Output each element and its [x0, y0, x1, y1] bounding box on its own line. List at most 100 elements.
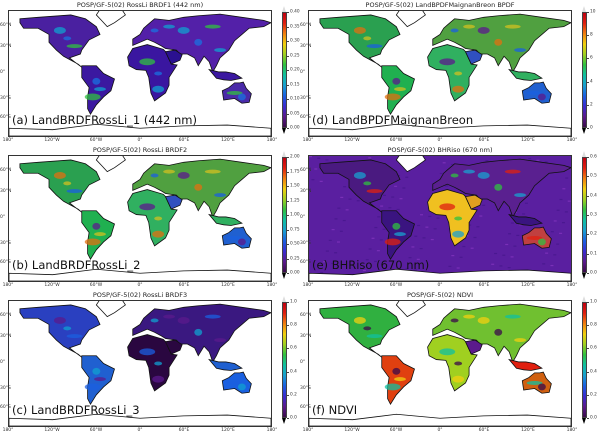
- ocean-speckle: [319, 180, 323, 182]
- lon-label: 180°: [2, 428, 14, 433]
- ocean-speckle: [450, 163, 454, 166]
- lon-label: 60°E: [178, 428, 190, 433]
- ocean-speckle: [524, 202, 528, 204]
- continent-arabia: [164, 339, 183, 355]
- ocean-speckle: [314, 168, 318, 170]
- lon-label: 0°: [437, 138, 443, 143]
- land-texture: [394, 377, 406, 382]
- colorbar-tick-label: 2: [590, 102, 593, 108]
- continent-arabia: [464, 194, 483, 210]
- land-texture: [353, 172, 366, 179]
- colorbar-tick-label: 0.40: [290, 9, 300, 15]
- colorbar-tick-label: 0.0: [590, 415, 597, 421]
- panel-title: POSP/GF-5(02) RossLi BRDF1 (442 nm): [76, 1, 204, 9]
- lon-label: 60°W: [389, 428, 403, 433]
- ocean-speckle: [345, 209, 349, 211]
- land-texture: [504, 314, 521, 319]
- ocean-speckle: [482, 204, 486, 206]
- colorbar-under-triangle: [282, 128, 286, 134]
- land-texture: [237, 238, 246, 246]
- lon-label: 120°E: [221, 428, 235, 433]
- ocean-speckle: [337, 207, 341, 209]
- world-map: [309, 11, 571, 136]
- ocean-speckle: [542, 263, 546, 265]
- land-texture: [384, 383, 401, 391]
- ocean-speckle: [379, 239, 383, 241]
- ocean-speckle: [507, 267, 511, 269]
- land-texture: [154, 361, 163, 366]
- land-texture: [366, 334, 383, 339]
- land-texture: [84, 238, 101, 246]
- land-texture: [163, 169, 176, 174]
- colorbar-tick: [287, 99, 289, 100]
- panel-a: POSP/GF-5(02) RossLi BRDF1 (442 nm) (a) L…: [0, 0, 300, 145]
- land-texture: [139, 58, 156, 66]
- land-texture: [150, 28, 159, 33]
- colorbar-tick-label: 0.6: [590, 154, 597, 160]
- lon-label: 60°W: [89, 428, 103, 433]
- panel-d: POSP/GF-5(02) LandBPDFMaignanBreon BPDF (…: [300, 0, 600, 145]
- land-texture: [163, 24, 176, 29]
- colorbar-tick: [287, 325, 289, 326]
- lat-label: 30°S: [0, 96, 11, 101]
- lat-label: 0°: [0, 360, 6, 365]
- panel-e: POSP/GF-5(02) BHRiso (670 nm) (e) BHRiso …: [300, 145, 600, 290]
- land-texture: [384, 93, 401, 101]
- colorbar-tick: [287, 394, 289, 396]
- colorbar-tick: [287, 113, 289, 114]
- colorbar-over-triangle: [582, 6, 586, 12]
- lon-label: 180°: [566, 428, 578, 433]
- colorbar-tick: [587, 234, 589, 235]
- colorbar: [282, 157, 287, 273]
- continent-greenland: [395, 301, 426, 318]
- land-texture: [204, 24, 221, 29]
- land-texture: [494, 328, 503, 336]
- land-texture: [194, 328, 203, 336]
- lon-label: 120°W: [344, 283, 360, 288]
- lat-label: 0°: [0, 70, 6, 75]
- colorbar-under-triangle: [282, 273, 286, 279]
- continent-greenland: [95, 11, 126, 28]
- lon-label: 120°W: [44, 428, 60, 433]
- ocean-speckle: [394, 185, 398, 187]
- colorbar-tick-label: 1.50: [290, 183, 300, 189]
- ocean-speckle: [383, 194, 387, 196]
- ocean-speckle: [513, 245, 517, 247]
- ocean-speckle: [368, 157, 372, 159]
- lat-label: 60°S: [300, 260, 311, 265]
- land-texture: [504, 169, 521, 174]
- map-area: [8, 10, 272, 137]
- land-texture: [450, 28, 459, 33]
- colorbar-tick: [587, 128, 589, 129]
- land-texture: [152, 85, 165, 93]
- ocean-speckle: [536, 159, 540, 161]
- lon-label: 60°E: [478, 428, 490, 433]
- panel-label: (b) LandBRDFRossLi_2: [12, 258, 141, 272]
- panel-title: POSP/GF-5(02) RossLi BRDF2: [92, 146, 188, 154]
- land-texture: [94, 232, 106, 237]
- lon-label: 120°W: [44, 138, 60, 143]
- colorbar-tick: [587, 12, 589, 13]
- land-texture: [94, 87, 106, 92]
- land-texture: [177, 172, 190, 179]
- land-texture: [214, 48, 227, 53]
- ocean-speckle: [564, 211, 568, 213]
- colorbar-tick-label: 0.25: [290, 53, 300, 58]
- colorbar-tick: [287, 348, 289, 349]
- ocean-speckle: [502, 254, 506, 256]
- ocean-speckle: [499, 265, 503, 267]
- colorbar-tick: [287, 215, 289, 216]
- land-texture: [394, 232, 406, 237]
- land-texture: [237, 93, 246, 101]
- continent-greenland: [395, 156, 426, 173]
- land-texture: [477, 27, 490, 34]
- colorbar-tick-label: 0.3: [590, 212, 597, 218]
- ocean-speckle: [448, 265, 452, 267]
- land-texture: [63, 181, 72, 186]
- land-texture: [214, 193, 227, 198]
- colorbar-tick-label: 0.0: [590, 270, 597, 276]
- colorbar-tick: [587, 253, 589, 255]
- colorbar-tick-label: 0: [590, 125, 593, 131]
- land-texture: [226, 91, 243, 95]
- panel-label: (e) BHRiso (670 nm): [312, 258, 430, 272]
